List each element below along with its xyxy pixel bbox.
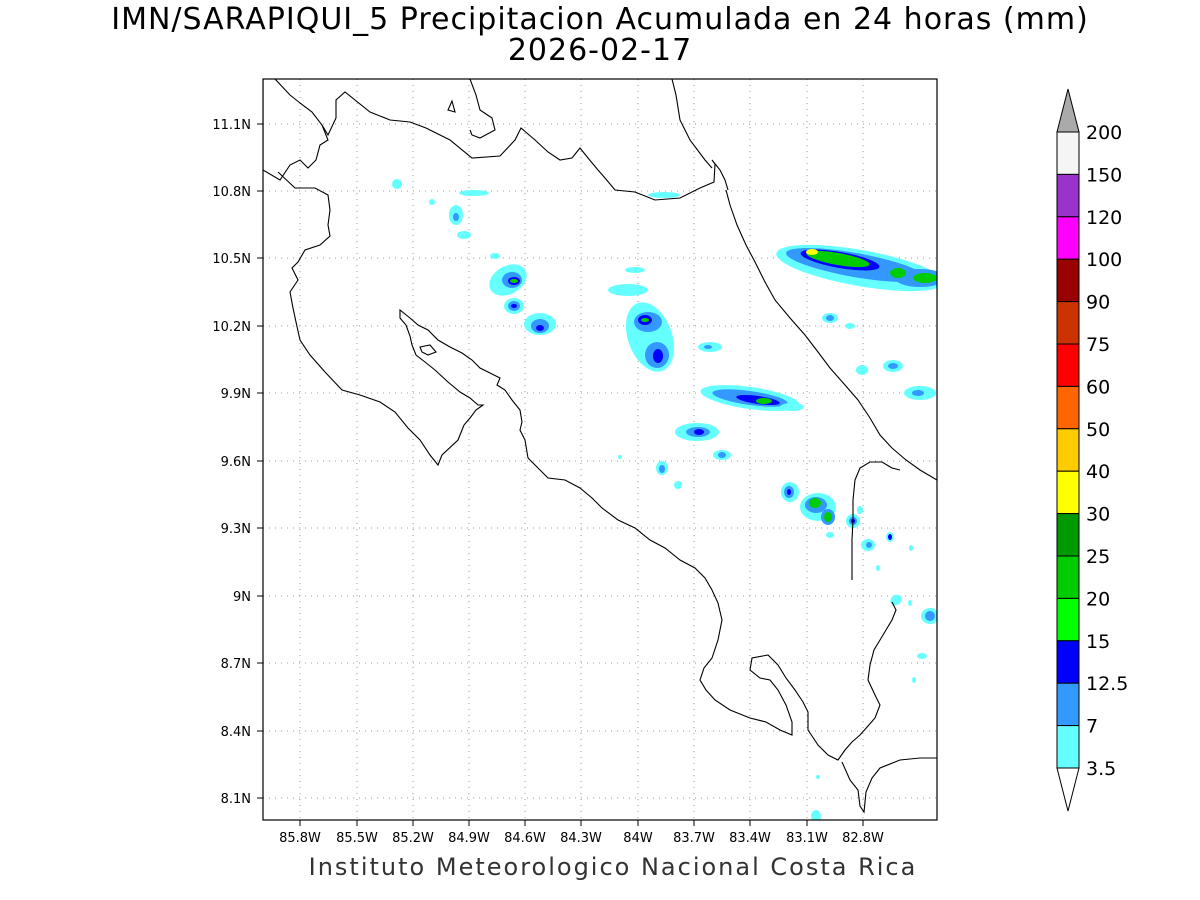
lon-tick-label: 83.7W (673, 831, 715, 846)
colorbar-label: 30 (1086, 504, 1110, 526)
precip-cell-ne-coast (776, 244, 937, 400)
precip-cell-north (392, 179, 680, 273)
colorbar-label: 25 (1086, 546, 1110, 568)
lat-tick-label: 10.5N (212, 252, 251, 267)
lon-tick-label: 85.5W (336, 831, 378, 846)
lon-tick-label: 83.1W (786, 831, 828, 846)
colorbar-segment (1056, 385, 1080, 430)
precip-cell-83-4w (700, 385, 804, 411)
lon-tick-labels: 85.8W 85.5W 85.2W 84.9W 84.6W 84.3W 84W … (279, 831, 884, 846)
lon-tick-label: 83.4W (729, 831, 771, 846)
colorbar-label: 100 (1086, 249, 1122, 271)
lon-tick-label: 85.2W (392, 831, 434, 846)
lon-tick-label: 85.8W (279, 831, 321, 846)
lat-tick-label: 9.6N (221, 455, 251, 470)
colorbar-label: 7 (1086, 716, 1098, 738)
colorbar-label: 120 (1086, 207, 1122, 229)
map-frame (262, 78, 938, 821)
colorbar-segment (1056, 682, 1080, 727)
map-area (263, 79, 937, 820)
colorbar-segment (1056, 258, 1080, 303)
lat-tick-label: 8.1N (221, 792, 251, 807)
axis-ticks (257, 123, 864, 826)
map-date: 2026-02-17 (507, 33, 693, 68)
colorbar-label: 75 (1086, 334, 1110, 356)
lon-tick-label: 82.8W (842, 831, 884, 846)
lat-tick-label: 11.1N (212, 118, 251, 133)
colorbar-label: 20 (1086, 588, 1110, 610)
colorbar-label: 12.5 (1086, 673, 1128, 695)
colorbar-label: 3.5 (1086, 758, 1116, 780)
colorbar-label: 15 (1086, 631, 1110, 653)
lat-tick-label: 10.2N (212, 320, 251, 335)
colorbar-segment (1056, 470, 1080, 515)
colorbar-label: 50 (1086, 419, 1110, 441)
colorbar-segment (1056, 131, 1080, 175)
colorbar-segment (1056, 597, 1080, 642)
lon-tick-label: 84.6W (504, 831, 546, 846)
colorbar-segment (1056, 173, 1080, 218)
precip-cell-south (618, 423, 937, 820)
colorbar-segment (1056, 640, 1080, 684)
lon-tick-label: 84.3W (560, 831, 602, 846)
colorbar-label: 40 (1086, 461, 1110, 483)
grid-lines (263, 79, 937, 820)
colorbar-segment (1056, 513, 1080, 557)
lon-tick-label: 84W (623, 831, 653, 846)
colorbar-label: 90 (1086, 292, 1110, 314)
precip-cell-84-6w (489, 264, 556, 335)
colorbar-segment (1056, 343, 1080, 387)
precip-cell-84w (608, 284, 722, 372)
precipitation-field (392, 179, 937, 820)
lat-tick-label: 8.4N (221, 725, 251, 740)
lat-tick-labels: 11.1N 10.8N 10.5N 10.2N 9.9N 9.6N 9.3N 9… (212, 118, 251, 807)
lat-tick-label: 9.9N (221, 387, 251, 402)
colorbar-segment (1056, 428, 1080, 472)
colorbar-label: 200 (1086, 122, 1122, 144)
colorbar-segment (1056, 301, 1080, 345)
colorbar-label: 150 (1086, 164, 1122, 186)
colorbar-max-arrow (1056, 88, 1080, 133)
lat-tick-label: 9.3N (221, 522, 251, 537)
lon-tick-label: 84.9W (448, 831, 490, 846)
coastlines (263, 79, 937, 814)
colorbar-label: 60 (1086, 376, 1110, 398)
colorbar-segment (1056, 725, 1080, 769)
lat-tick-label: 9N (233, 590, 251, 605)
footer-credit: Instituto Meteorologico Nacional Costa R… (308, 853, 918, 881)
colorbar-segment (1056, 555, 1080, 599)
map-title: IMN/SARAPIQUI_5 Precipitacion Acumulada … (111, 2, 1089, 37)
colorbar-min-arrow (1056, 767, 1080, 812)
colorbar: 200 150 120 100 90 75 60 50 40 30 25 20 15 12.5 7 3.5 (1056, 88, 1128, 812)
colorbar-segment (1056, 216, 1080, 260)
lat-tick-label: 10.8N (212, 185, 251, 200)
lat-tick-label: 8.7N (221, 657, 251, 672)
